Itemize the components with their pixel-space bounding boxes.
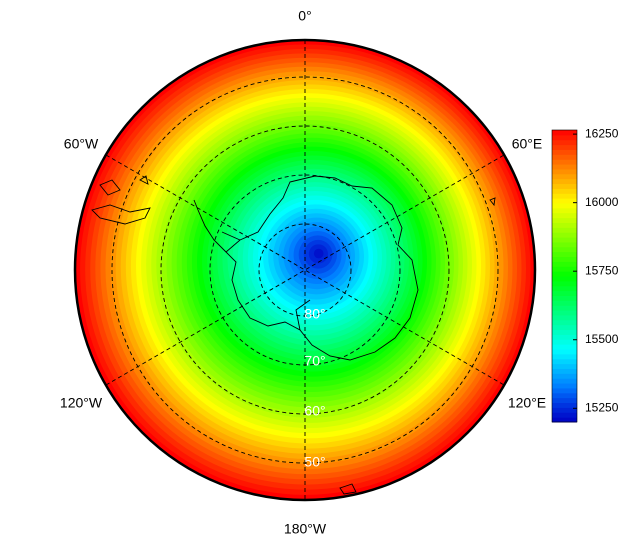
colorbar-swatch (552, 392, 577, 399)
colorbar-swatch (552, 397, 577, 404)
colorbar-swatch (552, 334, 577, 340)
colorbar-swatch (552, 363, 577, 369)
colorbar-swatch (552, 149, 577, 155)
latitude-label: 60° (304, 403, 325, 419)
colorbar-swatch (552, 212, 577, 219)
colorbar-swatch (552, 329, 577, 335)
longitude-label: 60°W (64, 136, 99, 152)
colorbar-swatch (552, 387, 577, 394)
colorbar-swatch (552, 276, 577, 282)
colorbar-swatch (552, 173, 577, 180)
colorbar-swatch (552, 168, 577, 175)
colorbar-swatch (552, 358, 577, 365)
colorbar-swatch (552, 300, 577, 306)
colorbar-swatch (552, 134, 577, 141)
colorbar-swatch (552, 207, 577, 214)
colorbar-swatch (552, 349, 577, 355)
colorbar-swatch (552, 373, 577, 379)
colorbar-swatch (552, 241, 577, 248)
colorbar-swatch (552, 378, 577, 384)
colorbar-swatch (552, 344, 577, 350)
colorbar-swatch (552, 353, 577, 360)
colorbar-swatch (552, 305, 577, 311)
colorbar-tick-label: 15250 (585, 400, 619, 414)
colorbar-swatch (552, 222, 577, 228)
colorbar-swatch (552, 237, 577, 243)
colorbar-swatch (552, 164, 577, 170)
colorbar-swatch (552, 251, 577, 258)
colorbar-tick-label: 15750 (585, 263, 619, 277)
colorbar-swatch (552, 144, 577, 150)
colorbar-swatch (552, 198, 577, 204)
colorbar-swatch (552, 368, 577, 374)
colorbar: 15250 15500 15750 16000 16250 (551, 126, 619, 423)
colorbar-swatch (552, 324, 577, 331)
coastline (193, 175, 419, 361)
colorbar-frame (551, 129, 578, 423)
colorbar-tick-label: 16250 (585, 126, 619, 140)
colorbar-swatch (552, 178, 577, 185)
colorbar-swatch (552, 280, 577, 287)
colorbar-swatch (552, 246, 577, 253)
colorbar-swatch (552, 159, 577, 165)
colorbar-swatch (552, 227, 577, 233)
colorbar-tick-label: 15500 (585, 332, 619, 346)
colorbar-swatch (552, 417, 577, 423)
colorbar-tick-label: 16000 (585, 195, 619, 209)
colorbar-swatch (552, 266, 577, 272)
field (75, 40, 535, 500)
colorbar-swatch (552, 402, 577, 408)
colorbar-swatch (552, 412, 577, 418)
colorbar-swatch (552, 130, 577, 136)
colorbar-swatch (552, 203, 577, 209)
colorbar-swatch (552, 314, 577, 321)
colorbar-swatch (552, 285, 577, 292)
graticule (105, 40, 505, 500)
colorbar-swatch (552, 188, 577, 194)
colorbar-swatch (552, 217, 577, 223)
coastline (91, 175, 496, 495)
colorbar-swatch (552, 193, 577, 199)
colorbar-swatch (552, 290, 577, 296)
longitude-label: 120°W (60, 395, 103, 411)
longitude-label: 180°W (284, 521, 327, 537)
colorbar-swatch (552, 261, 577, 267)
latitude-label: 70° (304, 353, 325, 369)
longitude-label: 60°E (512, 136, 543, 152)
colorbar-swatch (552, 407, 577, 413)
colorbar-swatch (552, 232, 577, 238)
colorbar-swatch (552, 183, 577, 189)
colorbar-swatch (552, 339, 577, 345)
colorbar-swatch (552, 271, 577, 277)
field-ring (313, 248, 324, 259)
colorbar-swatch (552, 139, 577, 146)
latitude-label: 80° (304, 306, 325, 322)
colorbar-swatch (552, 256, 577, 262)
colorbar-swatch (552, 319, 577, 326)
colorbar-swatch (552, 383, 577, 389)
latitude-label: 50° (304, 454, 325, 470)
longitude-label: 0° (298, 8, 311, 24)
colorbar-swatch (552, 295, 577, 301)
colorbar-swatch (552, 310, 577, 316)
colorbar-swatch (552, 154, 577, 160)
longitude-label: 120°E (508, 395, 546, 411)
map-border (73, 38, 537, 502)
